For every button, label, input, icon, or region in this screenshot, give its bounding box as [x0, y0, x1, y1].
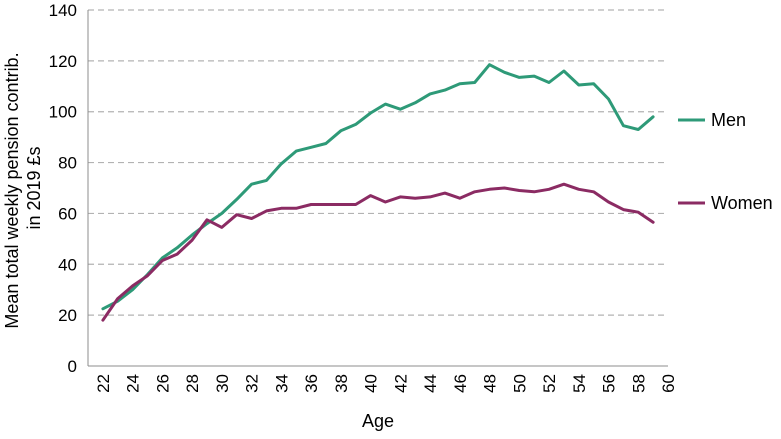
x-tick-label: 34 — [272, 374, 291, 393]
y-tick-labels: 0 20 40 60 80 100 120 140 — [49, 1, 77, 376]
x-tick-label: 48 — [481, 374, 500, 393]
legend-label-women: Women — [711, 193, 773, 213]
series-line-men — [101, 63, 655, 311]
y-axis-title: Mean total weekly pension contrib. in 20… — [2, 47, 44, 328]
x-axis-title: Age — [362, 411, 394, 431]
x-tick-label: 24 — [124, 374, 143, 393]
y-tick-label: 0 — [68, 357, 77, 376]
y-tick-label: 80 — [58, 154, 77, 173]
x-tick-label: 30 — [213, 374, 232, 393]
y-tick-label: 100 — [49, 103, 77, 122]
gridlines — [88, 9, 668, 316]
x-tick-label: 32 — [243, 374, 262, 393]
y-tick-label: 60 — [58, 204, 77, 223]
x-tick-labels: 22 24 26 28 30 32 34 36 38 40 42 44 46 48 50 52 54 56 58 60 — [94, 374, 678, 393]
y-axis-title-line-2: in 2019 £s — [24, 146, 44, 229]
x-tick-label: 54 — [570, 374, 589, 393]
x-tick-label: 60 — [659, 374, 678, 393]
y-tick-label: 20 — [58, 306, 77, 325]
legend: Men Women — [678, 110, 773, 213]
series-line-women — [101, 182, 655, 322]
x-tick-label: 26 — [153, 374, 172, 393]
x-tick-label: 22 — [94, 374, 113, 393]
y-axis-title-line-1: Mean total weekly pension contrib. — [2, 52, 22, 328]
y-tick-label: 120 — [49, 52, 77, 71]
x-tick-label: 56 — [600, 374, 619, 393]
legend-label-men: Men — [711, 110, 746, 130]
x-tick-label: 38 — [332, 374, 351, 393]
x-tick-label: 40 — [362, 374, 381, 393]
x-tick-label: 46 — [451, 374, 470, 393]
x-tick-label: 42 — [391, 374, 410, 393]
series-lines — [101, 63, 655, 322]
y-tick-label: 40 — [58, 255, 77, 274]
x-tick-label: 36 — [302, 374, 321, 393]
x-tick-label: 50 — [510, 374, 529, 393]
x-tick-label: 52 — [540, 374, 559, 393]
y-tick-label: 140 — [49, 1, 77, 20]
x-tick-label: 58 — [629, 374, 648, 393]
x-tick-label: 44 — [421, 374, 440, 393]
axes — [87, 10, 668, 367]
x-tick-label: 28 — [183, 374, 202, 393]
